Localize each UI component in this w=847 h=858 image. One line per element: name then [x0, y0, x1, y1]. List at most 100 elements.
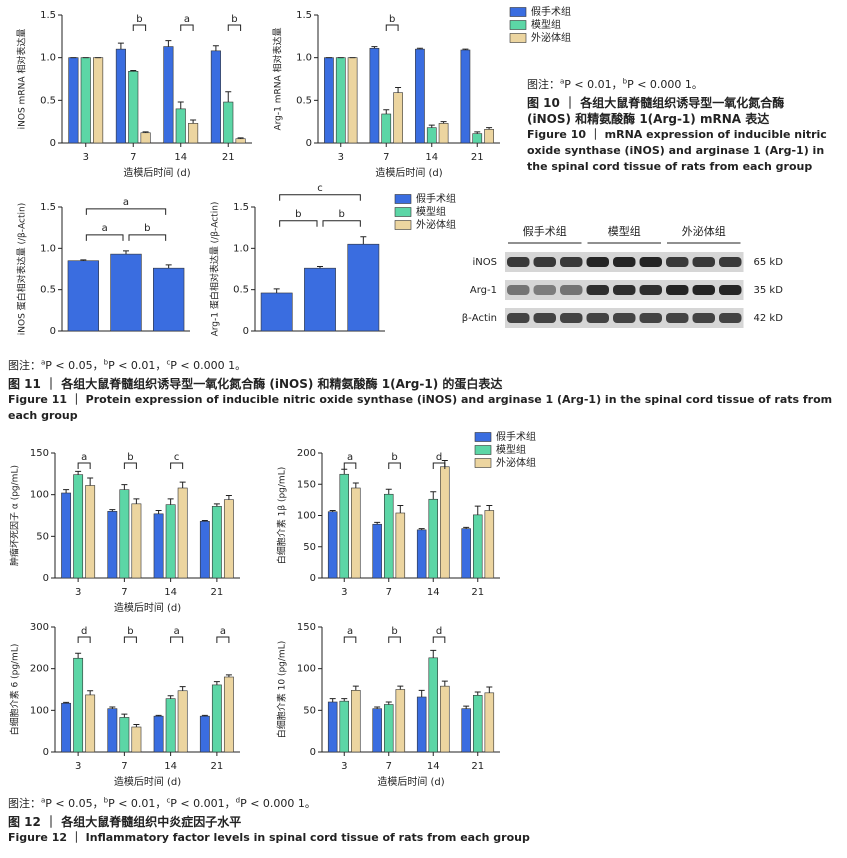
- error-bar: [385, 488, 392, 495]
- bar: [347, 57, 358, 144]
- error-bar: [225, 91, 232, 103]
- note-prefix: 图注：: [527, 78, 560, 91]
- y-tick-label: 1.0: [40, 243, 56, 254]
- bar: [339, 473, 349, 579]
- error-bar: [165, 40, 172, 47]
- significance-label: b: [136, 14, 142, 25]
- bar: [383, 493, 394, 579]
- bar: [393, 92, 403, 144]
- blot-group-label: 模型组: [608, 224, 641, 238]
- error-bar: [317, 266, 323, 269]
- y-axis-label: Arg-1 mRNA 相对表达量: [272, 27, 284, 130]
- significance-label: a: [347, 626, 353, 637]
- note-text: P < 0.01，: [108, 797, 167, 810]
- significance-label: a: [347, 452, 353, 463]
- error-bar: [142, 131, 149, 133]
- bar: [110, 253, 142, 332]
- legend-label: 外泌体组: [496, 456, 536, 469]
- caption-note: 图注：aP < 0.01，bP < 0.000 1。: [527, 76, 832, 92]
- significance-bracket: [432, 636, 446, 643]
- note-superscript: c: [166, 796, 171, 805]
- significance-label: b: [391, 626, 397, 637]
- error-bar: [418, 528, 425, 530]
- x-tick-label: 3: [338, 152, 344, 163]
- y-tick-label: 0: [43, 747, 49, 758]
- bar: [223, 101, 234, 144]
- x-tick-label: 21: [471, 761, 484, 772]
- error-bar: [329, 510, 336, 512]
- blot-band: [613, 285, 636, 295]
- caption-title-en: Figure 12 ｜ Inflammatory factor levels i…: [8, 831, 530, 844]
- x-tick-label: 14: [427, 761, 440, 772]
- blot-band: [613, 257, 636, 267]
- legend-label: 假手术组: [496, 430, 536, 443]
- error-bar: [418, 689, 425, 697]
- x-tick-label: 14: [164, 587, 177, 598]
- note-superscript: a: [560, 77, 565, 86]
- note-text: P < 0.000 1。: [627, 78, 703, 91]
- error-bar: [374, 706, 381, 709]
- bar: [107, 511, 118, 579]
- bar: [128, 71, 139, 144]
- significance-bracket: [170, 636, 184, 643]
- blot-band: [560, 285, 583, 295]
- bar: [351, 690, 361, 753]
- error-bar: [463, 705, 470, 709]
- bar: [119, 717, 130, 753]
- bar: [327, 701, 338, 753]
- blot-band: [666, 313, 689, 323]
- significance-label: b: [391, 452, 397, 463]
- error-bar: [87, 690, 94, 695]
- error-bar: [385, 701, 392, 705]
- error-bar: [474, 131, 481, 134]
- error-bar: [167, 498, 174, 505]
- y-tick-label: 0.5: [233, 285, 249, 296]
- error-bar: [63, 701, 70, 704]
- error-bar: [177, 101, 184, 109]
- bar: [335, 57, 346, 144]
- caption: 图注：aP < 0.01，bP < 0.000 1。图 10 ｜ 各组大鼠脊髓组…: [527, 76, 832, 175]
- error-bar: [486, 686, 493, 693]
- x-tick-label: 7: [121, 587, 127, 598]
- bar: [383, 704, 394, 753]
- x-tick-label: 14: [164, 761, 177, 772]
- error-bar: [397, 505, 404, 513]
- error-bar: [155, 510, 162, 514]
- bar: [210, 50, 221, 144]
- x-axis-label: 造模后时间 (d): [114, 601, 181, 614]
- y-axis-label: 白细胞介素 1β (pg/mL): [276, 467, 288, 564]
- bar: [472, 133, 483, 144]
- error-bar: [109, 706, 116, 709]
- legend-swatch: [394, 194, 412, 204]
- significance-bracket: [77, 462, 91, 469]
- error-bar: [213, 503, 220, 507]
- y-tick-label: 1.5: [40, 10, 56, 21]
- bar: [211, 684, 222, 753]
- x-tick-label: 21: [471, 152, 484, 163]
- y-tick-label: 1.0: [233, 243, 249, 254]
- legend-swatch: [474, 432, 492, 442]
- bar: [61, 702, 72, 753]
- y-tick-label: 0: [43, 573, 49, 584]
- x-tick-label: 14: [427, 587, 440, 598]
- blot-band: [639, 313, 662, 323]
- error-bar: [117, 42, 124, 50]
- blot-row-label: β-Actin: [462, 313, 497, 324]
- note-text: P < 0.000 1。: [240, 797, 316, 810]
- bar: [199, 521, 210, 579]
- bar: [140, 132, 151, 144]
- x-tick-label: 21: [471, 587, 484, 598]
- bar: [440, 685, 450, 753]
- blot-band: [560, 257, 583, 267]
- blot-band: [507, 285, 530, 295]
- bar: [428, 498, 438, 579]
- significance-label: a: [123, 197, 129, 208]
- y-axis-label: iNOS 蛋白相对表达量 (/β-Actin): [16, 203, 28, 335]
- x-tick-label: 3: [75, 761, 81, 772]
- significance-label: a: [184, 14, 190, 25]
- note-prefix: 图注：: [8, 797, 41, 810]
- bar: [461, 708, 471, 753]
- y-tick-label: 100: [30, 705, 49, 716]
- blot-band: [666, 285, 689, 295]
